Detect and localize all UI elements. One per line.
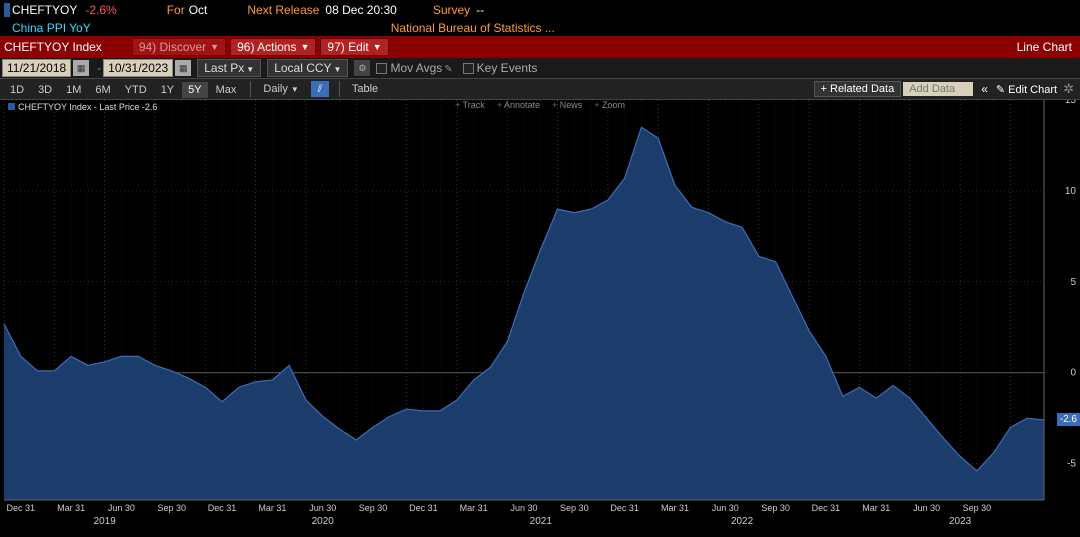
- next-release-value: 08 Dec 20:30: [325, 3, 396, 17]
- svg-text:Sep 30: Sep 30: [560, 503, 589, 513]
- svg-text:2020: 2020: [312, 516, 335, 527]
- range-1m-button[interactable]: 1M: [60, 82, 87, 98]
- survey-label: Survey: [433, 3, 470, 17]
- divider: [250, 81, 251, 97]
- header-row-1: CHEFTYOY -2.6% For Oct Next Release 08 D…: [0, 0, 1080, 20]
- svg-text:Sep 30: Sep 30: [359, 503, 388, 513]
- svg-text:Jun 30: Jun 30: [712, 503, 739, 513]
- date-dash: -: [97, 61, 101, 75]
- svg-text:2021: 2021: [530, 516, 553, 527]
- news-tool[interactable]: News: [552, 100, 582, 110]
- survey-value: --: [476, 3, 484, 17]
- local-ccy-dropdown[interactable]: Local CCY▼: [267, 59, 348, 77]
- chart-type-label: Line Chart: [1017, 40, 1072, 54]
- date-from-input[interactable]: 11/21/2018: [2, 59, 71, 77]
- caret-down-icon: ▼: [300, 42, 309, 52]
- mov-avgs-checkbox[interactable]: [376, 63, 387, 74]
- svg-text:-5: -5: [1067, 459, 1076, 470]
- track-tool[interactable]: Track: [455, 100, 485, 110]
- for-value: Oct: [189, 3, 208, 17]
- svg-text:Mar 31: Mar 31: [460, 503, 488, 513]
- divider: [339, 81, 340, 97]
- chart-mini-tools: Track Annotate News Zoom: [455, 100, 625, 110]
- svg-text:Mar 31: Mar 31: [258, 503, 286, 513]
- svg-text:Sep 30: Sep 30: [963, 503, 992, 513]
- range-ytd-button[interactable]: YTD: [119, 82, 153, 98]
- caret-down-icon: ▼: [334, 65, 342, 74]
- svg-text:Jun 30: Jun 30: [309, 503, 336, 513]
- range-6m-button[interactable]: 6M: [89, 82, 116, 98]
- svg-text:Sep 30: Sep 30: [157, 503, 186, 513]
- svg-text:Jun 30: Jun 30: [108, 503, 135, 513]
- svg-text:15: 15: [1065, 100, 1077, 106]
- svg-text:10: 10: [1065, 186, 1077, 197]
- calendar-icon[interactable]: ▦: [175, 60, 191, 76]
- svg-text:2019: 2019: [94, 516, 117, 527]
- frequency-dropdown[interactable]: Daily ▼: [257, 81, 304, 97]
- for-label: For: [167, 3, 185, 17]
- svg-text:Dec 31: Dec 31: [7, 503, 36, 513]
- caret-down-icon: ▼: [246, 65, 254, 74]
- range-toolbar: 1D3D1M6MYTD1Y5YMax Daily ▼ ⫽ Table + Rel…: [0, 78, 1080, 100]
- instrument-name: China PPI YoY: [12, 21, 91, 35]
- key-events-checkbox[interactable]: [463, 63, 474, 74]
- svg-text:Mar 31: Mar 31: [862, 503, 890, 513]
- zoom-tool[interactable]: Zoom: [594, 100, 625, 110]
- mov-avgs-label: Mov Avgs✎: [390, 61, 452, 75]
- key-events-label: Key Events: [477, 61, 538, 75]
- legend-color-box: [8, 103, 15, 110]
- pencil-icon: ✎: [996, 84, 1008, 96]
- ticker-symbol: CHEFTYOY: [12, 3, 77, 17]
- add-data-input[interactable]: [903, 82, 973, 96]
- svg-text:Mar 31: Mar 31: [57, 503, 85, 513]
- actions-menu[interactable]: 96) Actions▼: [230, 38, 316, 56]
- svg-text:Dec 31: Dec 31: [409, 503, 438, 513]
- last-value-tag: -2.6: [1057, 413, 1080, 426]
- caret-down-icon: ▼: [291, 85, 299, 94]
- svg-text:Jun 30: Jun 30: [510, 503, 537, 513]
- edit-chart-button[interactable]: ✎ Edit Chart: [996, 83, 1057, 96]
- annotate-tool[interactable]: Annotate: [497, 100, 540, 110]
- svg-text:Dec 31: Dec 31: [610, 503, 639, 513]
- index-label: CHEFTYOY Index: [4, 40, 102, 54]
- svg-text:2022: 2022: [731, 516, 754, 527]
- range-max-button[interactable]: Max: [210, 82, 243, 98]
- discover-menu[interactable]: 94) Discover▼: [132, 38, 226, 56]
- range-1y-button[interactable]: 1Y: [155, 82, 180, 98]
- table-button[interactable]: Table: [346, 81, 384, 97]
- last-px-dropdown[interactable]: Last Px▼: [197, 59, 261, 77]
- chart-area[interactable]: CHEFTYOY Index - Last Price -2.6 Track An…: [0, 100, 1080, 535]
- caret-down-icon: ▼: [373, 42, 382, 52]
- next-release-label: Next Release: [247, 3, 319, 17]
- header-row-2: China PPI YoY National Bureau of Statist…: [0, 20, 1080, 36]
- pencil-icon[interactable]: ✎: [444, 64, 452, 75]
- ticker-marker: [4, 3, 10, 17]
- collapse-button[interactable]: «: [981, 82, 988, 96]
- svg-text:Mar 31: Mar 31: [661, 503, 689, 513]
- svg-text:5: 5: [1070, 277, 1076, 288]
- range-1d-button[interactable]: 1D: [4, 82, 30, 98]
- edit-menu[interactable]: 97) Edit▼: [320, 38, 388, 56]
- gear-icon[interactable]: ✲: [1063, 81, 1074, 97]
- calendar-icon[interactable]: ▦: [73, 60, 89, 76]
- filter-bar: 11/21/2018 ▦ - 10/31/2023 ▦ Last Px▼ Loc…: [0, 58, 1080, 78]
- chart-legend: CHEFTYOY Index - Last Price -2.6: [8, 102, 157, 112]
- ticker-change: -2.6%: [85, 3, 116, 17]
- related-data-button[interactable]: + Related Data: [814, 81, 902, 97]
- source-name: National Bureau of Statistics ...: [391, 21, 555, 35]
- svg-text:0: 0: [1070, 368, 1076, 379]
- svg-text:Dec 31: Dec 31: [812, 503, 841, 513]
- chart-svg: -5 0 5 10 15 Dec 31 Mar 31 Jun 30 Sep 30 Dec 31 Ma…: [0, 100, 1080, 535]
- svg-text:Jun 30: Jun 30: [913, 503, 940, 513]
- caret-down-icon: ▼: [210, 42, 219, 52]
- range-3d-button[interactable]: 3D: [32, 82, 58, 98]
- chart-style-button[interactable]: ⫽: [311, 81, 329, 97]
- range-5y-button[interactable]: 5Y: [182, 82, 207, 98]
- svg-text:2023: 2023: [949, 516, 972, 527]
- svg-text:Dec 31: Dec 31: [208, 503, 237, 513]
- date-to-input[interactable]: 10/31/2023: [103, 59, 173, 77]
- action-bar: CHEFTYOY Index 94) Discover▼ 96) Actions…: [0, 36, 1080, 58]
- settings-icon[interactable]: ⚙: [354, 60, 370, 76]
- svg-text:Sep 30: Sep 30: [761, 503, 790, 513]
